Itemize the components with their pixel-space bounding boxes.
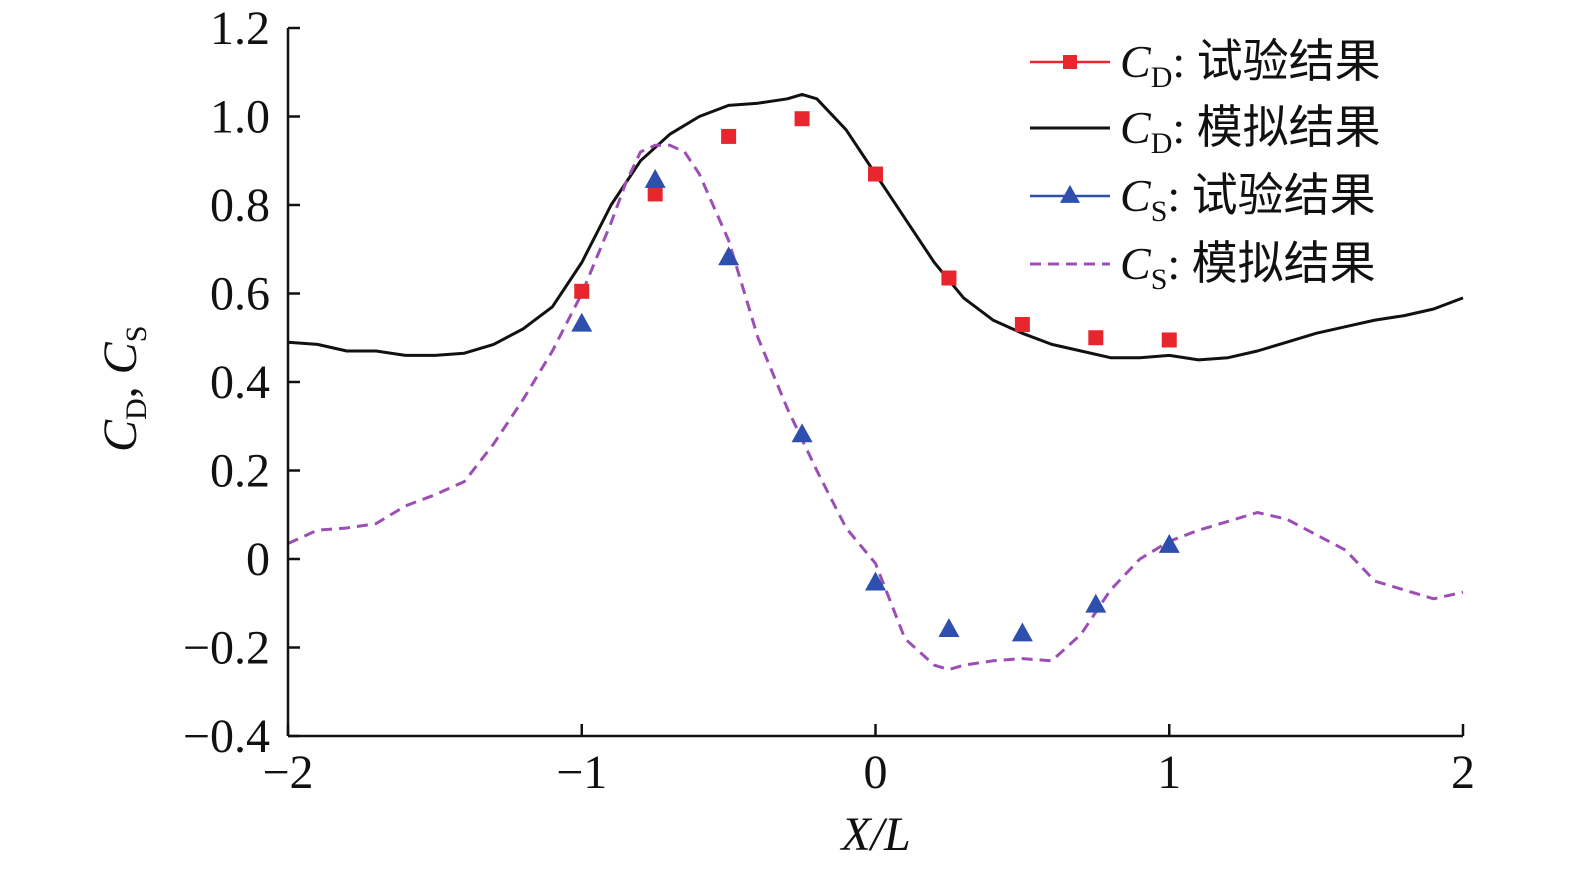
data-point-triangle: [1085, 593, 1107, 613]
ylabel-symbol-2: C: [94, 341, 147, 374]
ylabel-subscript-1: D: [120, 398, 153, 420]
y-tick-label: 0: [246, 533, 270, 586]
y-tick-label: 1.2: [210, 2, 270, 55]
legend-symbol: C: [1120, 36, 1152, 87]
x-tick-label: −2: [262, 746, 313, 799]
legend-symbol: C: [1120, 170, 1152, 221]
legend-label-0: CD: 试验结果: [1120, 36, 1381, 94]
y-tick-label: 0.8: [210, 179, 270, 232]
legend-text: : 模拟结果: [1167, 238, 1375, 289]
y-tick-label: −0.2: [183, 622, 270, 675]
series-line-3: [287, 143, 1464, 672]
data-point-triangle: [938, 618, 960, 637]
legend-subscript: D: [1151, 127, 1173, 160]
axes: −0.4 −0.2 0 0.2 0.4 0.6 0.8 1.0 1.2 −2 −1 0 1 2: [183, 2, 1475, 799]
data-point-square: [1161, 332, 1177, 348]
data-point-square: [574, 283, 590, 299]
ylabel-symbol-1: C: [94, 419, 147, 452]
x-tick-label: −1: [556, 746, 607, 799]
y-tick-label: 0.2: [210, 445, 270, 498]
ylabel-subscript-2: S: [120, 326, 153, 343]
y-tick-label: 0.4: [210, 356, 270, 409]
y-tick-label: 0.6: [210, 268, 270, 321]
legend-label-1: CD: 模拟结果: [1120, 102, 1381, 160]
data-point-triangle: [571, 312, 593, 332]
legend-text: : 试验结果: [1172, 36, 1380, 87]
data-point-triangle: [1158, 534, 1180, 553]
data-point-square: [868, 166, 883, 182]
legend-marker-square: [1063, 55, 1077, 69]
legend-subscript: S: [1151, 263, 1168, 296]
legend-text: : 试验结果: [1167, 170, 1375, 221]
legend-symbol: C: [1120, 238, 1152, 289]
legend-item-3: CS: 模拟结果: [1030, 238, 1376, 296]
series-line-1: [287, 92, 1464, 362]
legend-item-1: CD: 模拟结果: [1030, 102, 1381, 160]
legend-item-0: CD: 试验结果: [1030, 36, 1381, 94]
x-tick-label: 1: [1157, 746, 1181, 799]
svg-text:CD, CS: CD, CS: [94, 326, 153, 452]
legend-subscript: S: [1151, 195, 1168, 228]
legend-subscript: D: [1151, 61, 1173, 94]
ylabel-separator: ,: [94, 374, 147, 398]
data-point-square: [941, 270, 957, 286]
legend-label-2: CS: 试验结果: [1120, 170, 1376, 228]
data-point-triangle: [865, 571, 886, 591]
data-point-triangle: [1011, 622, 1033, 642]
data-point-triangle: [791, 423, 813, 443]
legend-item-2: CS: 试验结果: [1030, 170, 1376, 228]
legend-text: : 模拟结果: [1172, 102, 1380, 153]
data-point-square: [721, 128, 737, 144]
data-point-square: [1014, 316, 1030, 332]
legend-label-3: CS: 模拟结果: [1120, 238, 1376, 296]
data-point-triangle: [644, 168, 666, 188]
data-point-square: [1088, 330, 1104, 346]
y-tick-label: 1.0: [210, 91, 270, 144]
data-point-square: [647, 186, 663, 202]
data-point-triangle: [718, 246, 740, 266]
y-tick-label: −0.4: [183, 710, 270, 763]
legend-symbol: C: [1120, 102, 1152, 153]
x-axis-label: X/L: [839, 808, 910, 861]
plot-markers: [571, 111, 1180, 642]
plot-lines: [287, 92, 1464, 672]
legend-marker-triangle: [1060, 184, 1080, 203]
x-tick-label: 2: [1451, 746, 1475, 799]
x-tick-label: 0: [864, 746, 888, 799]
y-axis-label: CD, CS: [94, 326, 153, 452]
data-point-square: [794, 111, 810, 127]
